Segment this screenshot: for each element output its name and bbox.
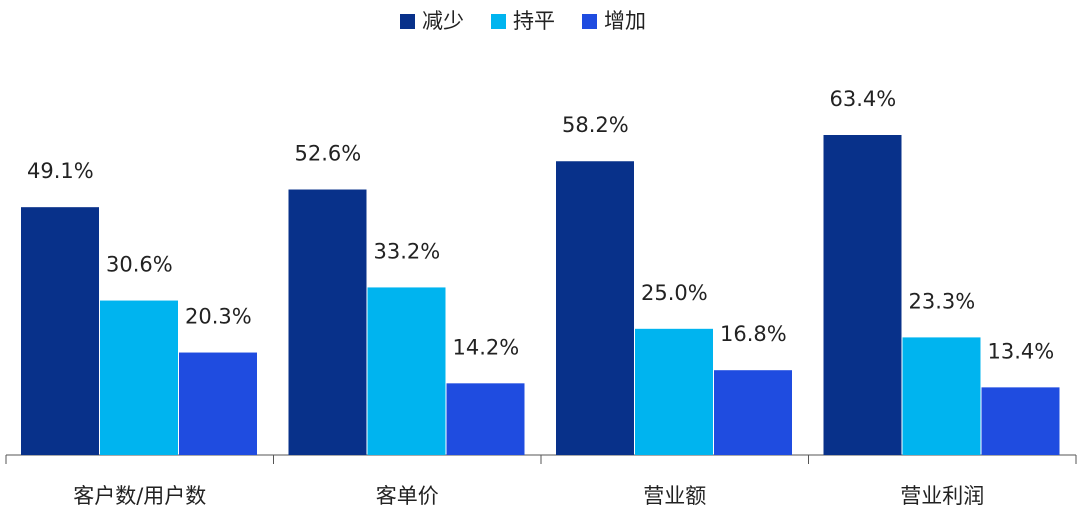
value-label: 63.4% xyxy=(830,87,897,111)
x-tick-label: 客单价 xyxy=(376,484,439,508)
x-tick-label: 营业额 xyxy=(643,484,706,508)
value-label: 58.2% xyxy=(562,113,629,137)
bar xyxy=(100,300,178,455)
value-label: 30.6% xyxy=(106,253,173,277)
bar xyxy=(981,387,1060,455)
bar xyxy=(902,337,981,455)
value-label: 52.6% xyxy=(295,142,362,166)
x-tick-label: 客户数/用户数 xyxy=(73,484,206,508)
bar xyxy=(367,287,446,455)
value-label: 23.3% xyxy=(909,289,976,313)
x-tick-label: 营业利润 xyxy=(900,484,984,508)
legend-label: 减少 xyxy=(422,9,464,33)
legend-label: 增加 xyxy=(604,9,646,33)
legend-swatch xyxy=(582,14,597,29)
bar xyxy=(446,383,525,455)
value-label: 13.4% xyxy=(988,339,1055,363)
bar xyxy=(714,370,792,455)
bar xyxy=(823,135,902,455)
value-label: 25.0% xyxy=(641,281,708,305)
bar xyxy=(556,161,634,455)
value-label: 14.2% xyxy=(453,335,520,359)
bar xyxy=(635,328,713,455)
value-label: 33.2% xyxy=(374,239,441,263)
legend-swatch xyxy=(400,14,415,29)
value-label: 20.3% xyxy=(185,305,252,329)
bar xyxy=(288,189,367,455)
bar xyxy=(21,207,99,455)
legend-swatch xyxy=(491,14,506,29)
legend-label: 持平 xyxy=(513,9,555,33)
value-label: 16.8% xyxy=(720,322,787,346)
value-label: 49.1% xyxy=(27,159,94,183)
bar xyxy=(179,352,257,455)
